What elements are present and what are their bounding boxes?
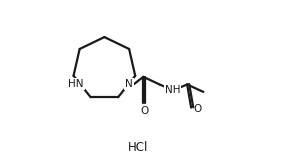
Text: NH: NH [165, 85, 180, 95]
Text: N: N [125, 79, 133, 89]
Text: O: O [193, 104, 201, 114]
Text: O: O [140, 106, 148, 116]
Text: HCl: HCl [127, 141, 148, 154]
Text: HN: HN [68, 79, 84, 89]
